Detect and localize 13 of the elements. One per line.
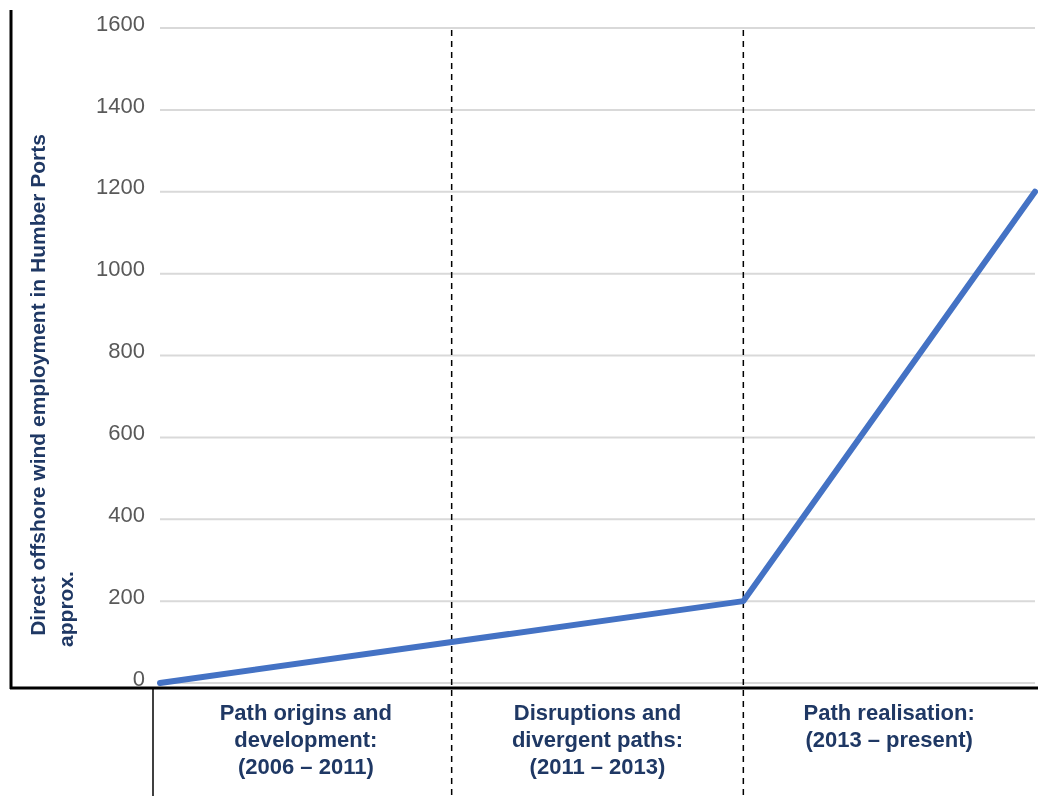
y-tick-label: 1000 — [96, 256, 145, 282]
text: Path realisation: (2013 – present) — [803, 700, 975, 752]
text: Path origins and development: (2006 – 2011) — [219, 700, 393, 779]
y-tick-label: 800 — [108, 338, 145, 364]
y-tick-label: 1400 — [96, 92, 145, 118]
y-tick-label: 1600 — [96, 10, 145, 36]
y-axis-title: Direct offshore wind employment in Humber Ports approx. — [26, 134, 77, 647]
text: Disruptions and divergent paths: (2011 – 2013) — [511, 700, 684, 779]
y-tick-label: 0 — [132, 665, 145, 691]
y-tick-label: 600 — [108, 420, 145, 446]
y-tick-label: 200 — [108, 583, 145, 609]
y-tick-label: 400 — [108, 501, 145, 527]
y-tick-label: 1200 — [96, 174, 145, 200]
